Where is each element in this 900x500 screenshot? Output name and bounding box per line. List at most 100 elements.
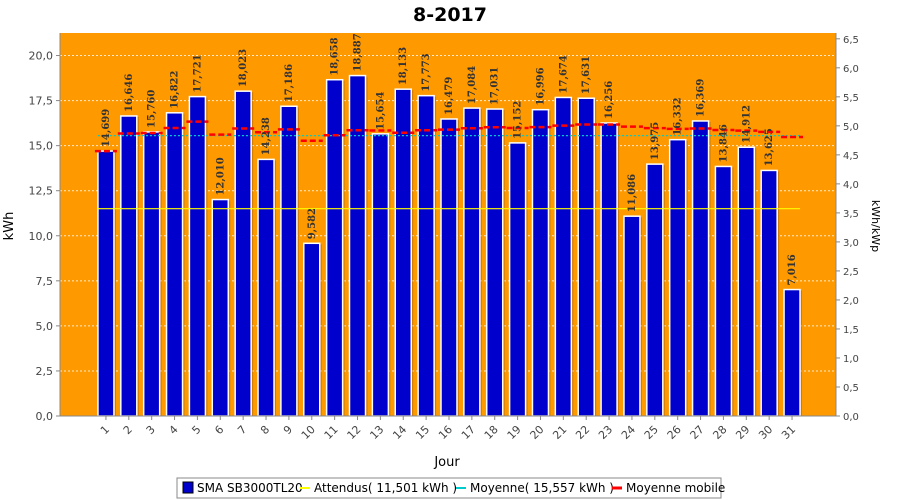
- x-tick-label: 1: [98, 423, 112, 437]
- data-label: 16,369: [696, 79, 707, 117]
- y-tick-label: 5,0: [36, 320, 54, 333]
- legend-item-expected: Attendus( 11,501 kWh ): [300, 481, 457, 495]
- x-tick-label: 29: [733, 423, 752, 442]
- x-tick-label: 24: [619, 423, 638, 442]
- data-label: 14,912: [741, 105, 752, 143]
- bar: [737, 146, 756, 417]
- data-label: 17,084: [467, 66, 478, 104]
- y2-axis-label: kWh/kWp: [869, 200, 882, 252]
- bar: [165, 112, 184, 417]
- bar: [508, 142, 527, 417]
- legend-item-average: Moyenne( 15,557 kWh ): [456, 481, 614, 495]
- data-label: 14,699: [101, 109, 112, 147]
- bar: [280, 105, 298, 417]
- bar: [623, 215, 641, 417]
- data-label: 18,023: [238, 49, 249, 87]
- bar: [691, 120, 710, 417]
- x-tick-label: 25: [642, 423, 661, 442]
- x-tick-label: 17: [459, 423, 478, 442]
- data-label: 16,822: [170, 70, 181, 108]
- data-label: 7,016: [787, 254, 798, 285]
- y-tick-label: 10,0: [29, 230, 54, 243]
- bar: [600, 122, 618, 417]
- x-tick-label: 19: [505, 423, 524, 442]
- x-tick-label: 31: [779, 423, 798, 442]
- data-label: 13,975: [650, 122, 661, 160]
- bar: [783, 288, 801, 417]
- data-label: 16,332: [673, 97, 684, 135]
- data-label: 17,721: [192, 54, 203, 92]
- y-tick-label: 20,0: [29, 50, 54, 63]
- data-label: 17,631: [581, 56, 592, 94]
- x-tick-label: 2: [121, 423, 135, 437]
- bar: [325, 78, 344, 417]
- legend-label: Attendus( 11,501 kWh ): [314, 481, 457, 495]
- data-label: 16,256: [604, 81, 615, 119]
- bar: [142, 131, 161, 417]
- data-label: 11,086: [627, 174, 638, 212]
- y-tick-label: 0,0: [36, 410, 54, 423]
- legend-label: Moyenne mobile: [626, 481, 725, 495]
- y2-tick-label: 6,5: [843, 35, 859, 46]
- x-tick-label: 14: [390, 423, 409, 442]
- bar: [120, 115, 138, 417]
- data-label: 16,479: [444, 77, 455, 115]
- bar: [531, 108, 550, 417]
- x-tick-label: 16: [436, 423, 455, 442]
- data-label: 14,238: [261, 117, 272, 155]
- x-tick-label: 21: [550, 423, 569, 442]
- data-label: 12,010: [215, 157, 226, 195]
- bar: [577, 97, 595, 417]
- y-tick-label: 12,5: [29, 185, 54, 198]
- x-tick-label: 10: [299, 423, 318, 442]
- y-tick-label: 2,5: [36, 365, 54, 378]
- bar: [485, 108, 504, 417]
- x-tick-label: 6: [212, 423, 226, 437]
- data-label: 18,658: [330, 37, 341, 75]
- y2-tick-label: 5,0: [843, 122, 859, 133]
- legend-swatch: [182, 481, 194, 494]
- bar: [668, 138, 687, 417]
- data-label: 15,152: [513, 101, 524, 139]
- chart-title: 8-2017: [413, 4, 487, 26]
- x-tick-label: 5: [189, 423, 203, 437]
- x-tick-label: 20: [527, 423, 546, 442]
- y2-tick-label: 2,0: [843, 296, 859, 307]
- data-labels: 14,699 16,646 15,760 16,822 17,721 12,010 18,0…: [101, 33, 798, 285]
- y2-axis: 0,0 0,5 1,0 1,5 2,0 2,5 3,0 3,5 4,0 4,5 5,0 5,5 6,0 6…: [835, 33, 859, 423]
- x-tick-label: 28: [710, 423, 729, 442]
- bar: [257, 158, 275, 417]
- data-label: 13,846: [718, 124, 729, 162]
- bar: [394, 88, 412, 417]
- x-tick-label: 12: [345, 423, 364, 442]
- legend-box: [176, 477, 722, 499]
- bar: [348, 74, 367, 417]
- y2-tick-label: 3,0: [843, 238, 859, 249]
- x-tick-label: 11: [322, 423, 341, 442]
- data-label: 15,760: [147, 90, 158, 128]
- y2-tick-label: 1,5: [843, 325, 859, 336]
- data-label: 9,582: [307, 208, 318, 239]
- y2-tick-label: 0,0: [843, 412, 859, 423]
- data-label: 17,186: [284, 64, 295, 102]
- x-tick-label: 9: [281, 423, 295, 437]
- bars: [97, 74, 803, 417]
- data-label: 17,031: [490, 67, 501, 105]
- y2-tick-label: 4,0: [843, 180, 859, 191]
- bar: [97, 150, 115, 417]
- x-tick-label: 13: [367, 423, 386, 442]
- x-tick-label: 30: [756, 423, 775, 442]
- bar: [303, 242, 321, 417]
- bar: [440, 118, 458, 417]
- data-label: 18,887: [353, 33, 364, 71]
- bar: [554, 96, 573, 417]
- bar: [234, 90, 252, 417]
- x-tick-label: 8: [258, 423, 272, 437]
- data-label: 17,773: [421, 53, 432, 91]
- data-label: 13,625: [764, 128, 775, 166]
- legend-label: Moyenne( 15,557 kWh ): [470, 481, 614, 495]
- bar: [188, 95, 207, 417]
- bar: [463, 107, 481, 417]
- y2-tick-label: 4,5: [843, 151, 859, 162]
